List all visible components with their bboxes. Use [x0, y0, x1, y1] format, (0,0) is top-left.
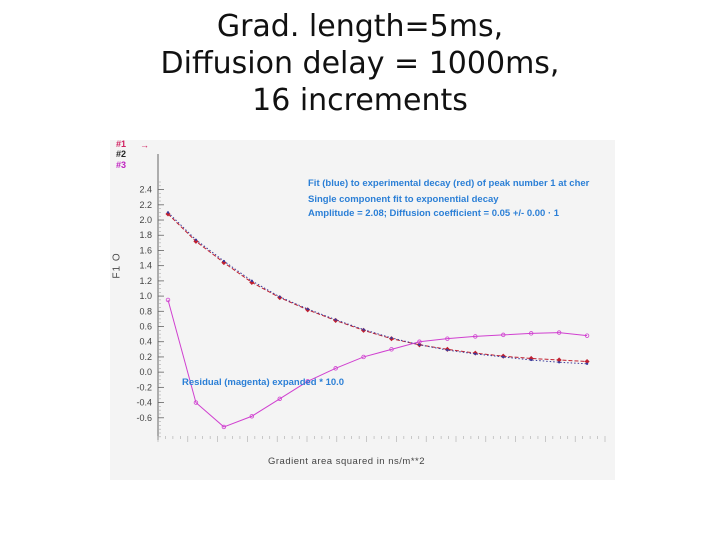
- fit-point: [474, 352, 477, 356]
- plot-panel: 2.4 2.2 2.0 1.8 1.6 1.4 1.2 1.0 0.8 0.6 0.4 0.2 0.0 -…: [110, 139, 615, 480]
- residual-point: [305, 379, 310, 384]
- fit-info-line-1: Fit (blue) to experimental decay (red) o…: [308, 178, 590, 189]
- legend-arrow-icon: →: [140, 140, 149, 150]
- fit-info-line-2: Single component fit to exponential deca…: [308, 194, 499, 205]
- fit-point: [166, 211, 170, 214]
- residual-point: [221, 424, 227, 430]
- residual-point: [361, 354, 366, 360]
- fit-point: [194, 238, 198, 242]
- fit-point: [557, 361, 561, 364]
- fit-info-line-3: Amplitude = 2.08; Diffusion coefficient …: [308, 208, 560, 219]
- y-tick-label: -0.2: [136, 382, 152, 392]
- y-tick-label: 1.2: [139, 276, 152, 286]
- residual-point: [473, 334, 478, 339]
- legend-tag-2: #2: [116, 149, 127, 159]
- legend-tag-3: #3: [116, 160, 127, 170]
- experimental-point: [193, 238, 199, 244]
- residual-line: [167, 299, 588, 428]
- residual-point: [277, 396, 282, 401]
- y-tick-label: 2.4: [139, 185, 152, 195]
- y-tick-label: 1.6: [139, 245, 152, 255]
- y-tick-label: 1.0: [139, 291, 152, 301]
- y-tick-label: 0.0: [139, 367, 152, 377]
- fit-point: [502, 355, 505, 359]
- residual-point: [528, 331, 534, 336]
- y-tick-label: 0.6: [139, 322, 152, 332]
- title-line-3: 16 increments: [252, 83, 468, 118]
- residual-point: [165, 297, 171, 303]
- residual-point: [556, 330, 562, 335]
- fit-point: [334, 318, 337, 321]
- fit-point: [390, 336, 393, 340]
- y-tick-label: 0.2: [139, 352, 152, 362]
- y-tick-label: 0.8: [139, 306, 152, 316]
- residual-point: [445, 336, 450, 341]
- y-tick-label: -0.6: [136, 413, 152, 423]
- decay-plot: 2.4 2.2 2.0 1.8 1.6 1.4 1.2 1.0 0.8 0.6 0.4 0.2 0.0 -…: [136, 154, 606, 442]
- experimental-line: [167, 213, 588, 363]
- residual-point: [584, 333, 590, 338]
- residual-point: [501, 332, 506, 338]
- residual-point: [249, 414, 255, 419]
- fit-point: [362, 328, 365, 331]
- y-tick-label: -0.4: [136, 398, 152, 408]
- x-axis-label: Gradient area squared in ns/m**2: [268, 456, 425, 467]
- residual-point: [417, 339, 422, 344]
- fit-point: [250, 279, 254, 283]
- y-tick-label: 1.4: [139, 261, 152, 271]
- fit-point: [278, 295, 281, 299]
- residual-point: [333, 366, 338, 371]
- fit-point: [418, 343, 421, 346]
- fit-point: [446, 348, 449, 352]
- experimental-point: [556, 357, 562, 363]
- fit-point: [529, 358, 533, 362]
- fit-point: [306, 307, 309, 311]
- title-line-2: Diffusion delay = 1000ms,: [160, 46, 560, 81]
- fit-point: [222, 259, 226, 263]
- residual-point: [389, 347, 394, 352]
- y-tick-label: 0.4: [139, 337, 152, 347]
- fit-point: [585, 362, 589, 365]
- fit-line: [167, 212, 588, 365]
- y-tick-label: 2.0: [139, 215, 152, 225]
- legend-tag-1: #1: [116, 139, 127, 149]
- y-axis-label: F1 O: [111, 252, 123, 279]
- y-tick-label: 2.2: [139, 200, 152, 210]
- residual-point: [193, 400, 199, 405]
- y-tick-label: 1.8: [139, 230, 152, 240]
- slide-title: Grad. length=5ms, Diffusion delay = 1000…: [0, 8, 720, 119]
- residual-label: Residual (magenta) expanded * 10.0: [182, 377, 345, 388]
- title-line-1: Grad. length=5ms,: [216, 9, 504, 44]
